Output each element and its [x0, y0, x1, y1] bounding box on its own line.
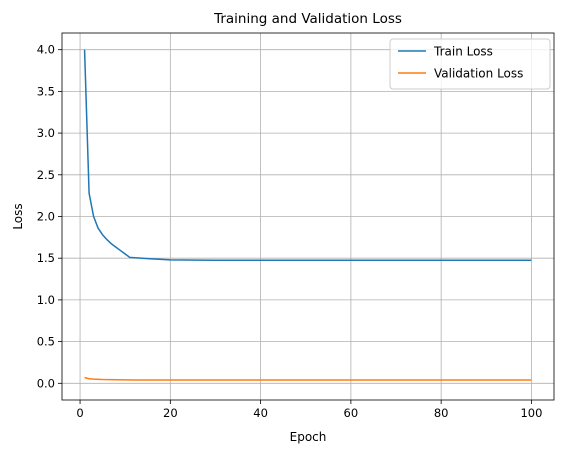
grid [62, 33, 554, 400]
legend-items: Train Loss Validation Loss [398, 45, 523, 81]
x-tick-label: 0 [76, 406, 83, 420]
y-tick-label: 0.5 [37, 335, 55, 349]
chart-title: Training and Validation Loss [213, 11, 402, 27]
y-axis-ticks: 0.0 0.5 1.0 1.5 2.0 2.5 3.0 3.5 4.0 [37, 43, 62, 390]
validation-loss-legend-label: Validation Loss [434, 67, 523, 81]
x-tick-label: 100 [520, 406, 542, 420]
validation-loss-line [84, 376, 532, 381]
x-tick-label: 80 [434, 406, 449, 420]
y-tick-label: 0.0 [37, 376, 55, 390]
series-lines [83, 49, 532, 381]
legend: Train Loss Validation Loss [389, 38, 551, 90]
x-tick-label: 20 [163, 406, 178, 420]
y-tick-label: 1.5 [37, 251, 55, 265]
x-axis-label: Epoch [290, 430, 327, 444]
y-tick-label: 3.5 [37, 84, 55, 98]
x-tick-label: 60 [344, 406, 359, 420]
y-axis-label: Loss [11, 203, 25, 229]
y-tick-label: 2.0 [37, 210, 55, 224]
y-tick-label: 2.5 [37, 168, 55, 182]
legend-box [389, 38, 551, 90]
y-tick-label: 3.0 [37, 126, 55, 140]
y-tick-label: 4.0 [37, 43, 55, 57]
x-tick-label: 40 [253, 406, 268, 420]
train-loss-line [83, 49, 532, 262]
train-loss-legend-label: Train Loss [433, 45, 493, 59]
x-axis-ticks: 0 20 40 60 80 100 [76, 400, 542, 420]
y-tick-label: 1.0 [37, 293, 55, 307]
